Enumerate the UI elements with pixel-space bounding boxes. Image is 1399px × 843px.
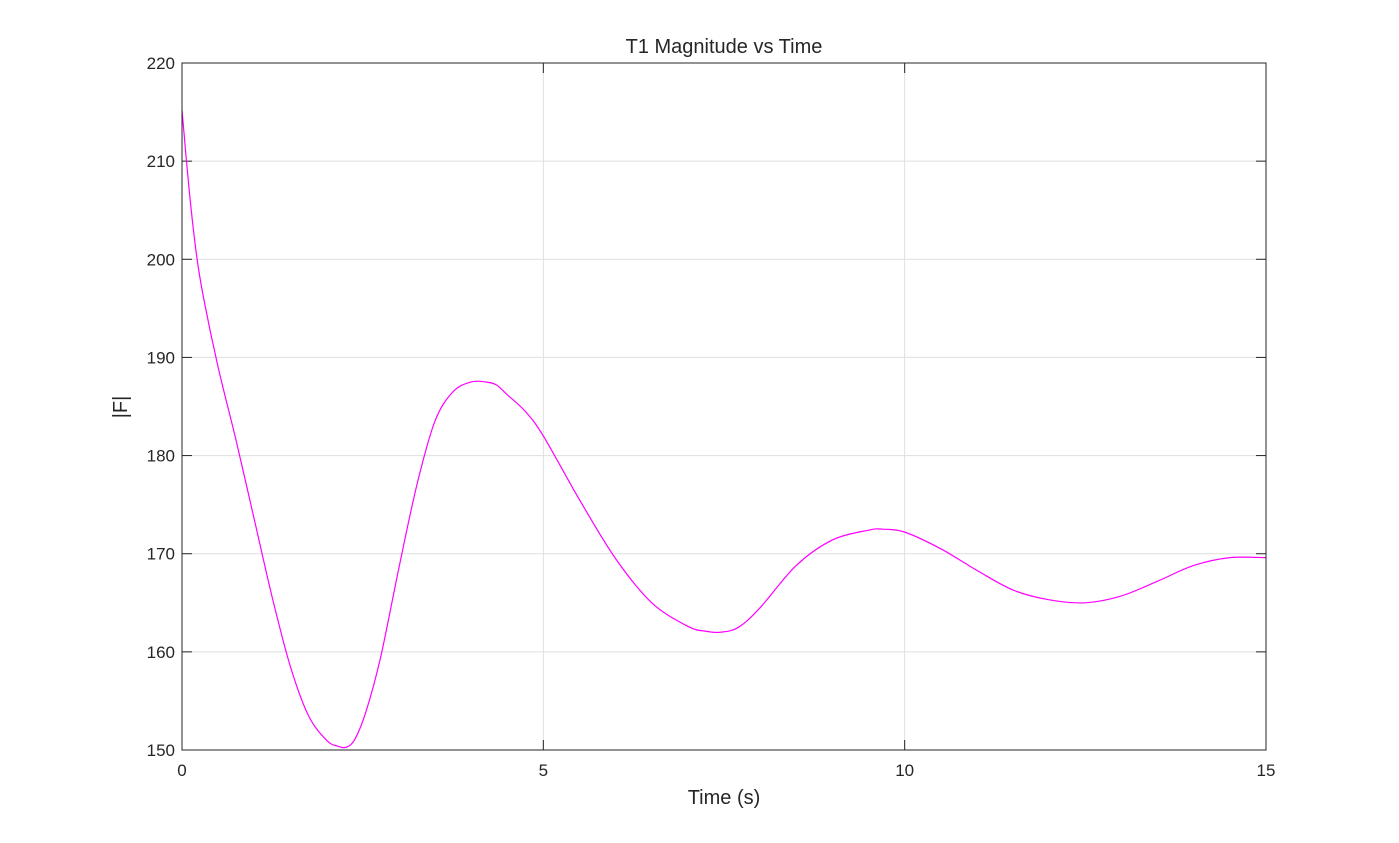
y-axis-label: |F| — [110, 396, 132, 419]
y-tick-label: 160 — [147, 643, 175, 662]
axes-box — [181, 62, 1267, 751]
x-axis-label: Time (s) — [688, 787, 761, 809]
y-tick-label: 150 — [147, 741, 175, 760]
y-tick-labels: 150 160 170 180 190 200 210 220 — [147, 54, 175, 760]
x-tick-label: 10 — [895, 761, 914, 780]
x-tick-label: 15 — [1257, 761, 1276, 780]
y-tick-label: 220 — [147, 54, 175, 73]
y-tick-label: 190 — [147, 348, 175, 367]
y-tick-label: 210 — [147, 152, 175, 171]
x-tick-labels: 0 5 10 15 — [177, 761, 1275, 780]
series-line — [181, 110, 1267, 749]
plot-area-background — [182, 63, 1266, 750]
x-tick-label: 0 — [177, 761, 186, 780]
y-tick-label: 170 — [147, 545, 175, 564]
x-tick-label: 5 — [539, 761, 548, 780]
chart-title: T1 Magnitude vs Time — [626, 36, 823, 58]
y-tick-label: 200 — [147, 250, 175, 269]
y-tick-label: 180 — [147, 447, 175, 466]
